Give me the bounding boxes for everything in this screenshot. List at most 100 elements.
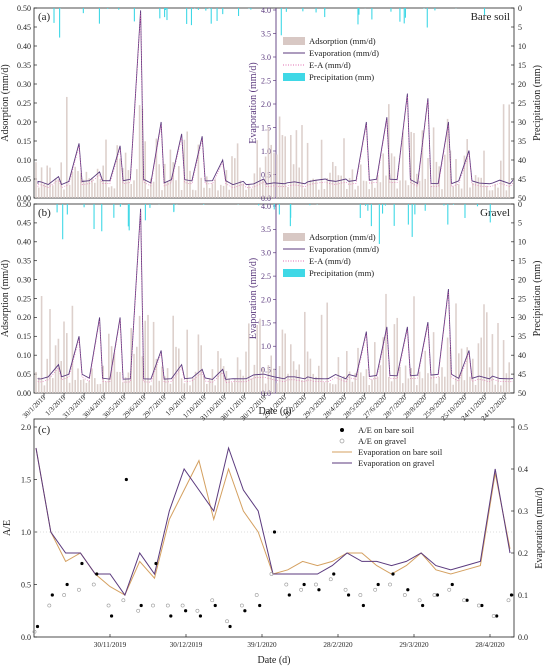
y-tick-label: 0.10 [17,156,31,165]
ae-bare-soil-point [184,609,188,613]
y3-tick-label: 30 [518,118,526,127]
y3-tick-label: 25 [518,99,526,108]
ae-gravel-point [210,598,215,603]
y3-tick-label: 25 [518,294,526,303]
y-tick-label: 0.40 [17,42,31,51]
evaporation-line [37,208,514,380]
y-tick-label: 0.05 [17,175,31,184]
ae-gravel-point [106,603,111,608]
y-tick-label: 0.20 [17,313,31,322]
y3-tick-label: 45 [518,175,526,184]
y3-tick-label: 10 [518,238,526,247]
y-tick-label: 0.45 [17,23,31,32]
ae-bare-soil-point [302,582,306,587]
ae-gravel-point [47,603,52,608]
legend-swatch-ae-gravel [339,438,345,444]
legend-entry: Evaporation (mm/d) [309,48,379,58]
y-tick-label: 0.5 [21,580,31,589]
ae-gravel-point [32,629,37,634]
panel-label: (c) [38,424,51,436]
y-tick-label: 0.25 [17,99,31,108]
ae-bare-soil-point [258,603,262,608]
legend-swatch-precipitation [283,269,305,277]
ae-gravel-point [151,603,155,608]
legend-entry: A/E on gravel [358,436,407,446]
ae-bare-soil-point [124,477,128,482]
y-tick-label: 0.30 [17,275,31,284]
ae-gravel-point [314,582,318,587]
ae-bare-soil-point [509,593,514,597]
y-tick-label: 0.40 [17,238,31,247]
evaporation-line [37,10,514,186]
ae-gravel-point [299,587,304,592]
y2-tick-label: 4.0 [261,6,271,15]
x-tick-label: 28/4/2020 [475,641,505,649]
panel-title: Gravel [480,207,510,219]
y3-tick-label: 50 [518,389,526,398]
y-axis-label: A/E [2,520,13,536]
panel-label: (a) [38,11,51,23]
ae-bare-soil-point [35,624,40,629]
ae-gravel-point [402,593,407,597]
ae-gravel-point [225,619,229,624]
ae-bare-soil-point [228,624,232,629]
legend-entry: Evaporation on bare soil [358,447,443,457]
y-tick-label: 0.0 [21,633,31,642]
ae-bare-soil-point [109,614,114,618]
x-tick-label: 30/12/2019 [170,641,203,649]
ae-gravel-point [77,587,81,592]
legend-entry: E-A (mm/d) [309,60,351,70]
ae-bare-soil-point [154,561,158,566]
y3-tick-label: 50 [518,194,526,203]
ae-bare-soil-point [332,572,336,576]
y2-tick-label: 0.4 [518,465,528,474]
y-tick-label: 0.35 [17,61,31,70]
y-axis-label: Adsorption (mm/d) [0,260,11,338]
ae-bare-soil-point [376,582,380,587]
y2-tick-label: 0.2 [518,549,528,558]
y-tick-label: 1.5 [21,475,31,484]
panel-b: 0.000.050.100.150.200.250.300.350.400.45… [0,200,543,398]
ae-gravel-point [373,587,378,592]
ae-bare-soil-point [435,593,440,597]
ae-gravel-point [165,603,170,608]
ae-gravel-point [180,603,185,608]
legend-entry: Precipitation (mm) [309,268,374,278]
y2-tick-label: 0.0 [261,194,271,203]
y-tick-label: 0.50 [17,4,31,13]
ae-gravel-point [343,587,348,592]
x-axis-label-c: Date (d) [257,655,290,666]
ae-bare-soil-point [198,614,203,618]
y3-tick-label: 45 [518,370,526,379]
legend-swatch-adsorption [283,37,305,45]
x-tick-label: 28/2/2020 [323,641,353,649]
x-tick-label: 39/1/2020 [247,641,277,649]
ae-gravel-point [476,603,481,608]
y2-tick-label: 1.0 [261,342,271,351]
y-tick-label: 0.00 [17,194,31,203]
ae-gravel-point [195,608,200,613]
panel-a: 0.000.050.100.150.200.250.300.350.400.45… [0,4,543,203]
y3-tick-label: 40 [518,351,526,360]
y3-tick-label: 10 [518,42,526,51]
legend-swatch-adsorption [283,233,305,241]
ae-gravel-point [136,608,141,613]
y3-axis-label: Precipitation (mm) [532,65,543,141]
y2-tick-label: 1.0 [261,147,271,156]
ae-bare-soil-point [450,582,454,587]
y3-tick-label: 5 [518,219,522,228]
ae-gravel-point [506,598,511,603]
y2-tick-label: 1.5 [261,319,271,328]
legend-entry: E-A (mm/d) [309,256,351,266]
y3-tick-label: 40 [518,156,526,165]
y2-axis-label: Evaporation (mm/d) [534,487,545,568]
ae-bare-soil-point [480,603,484,608]
legend-entry: Evaporation (mm/d) [309,244,379,254]
y-tick-label: 0.35 [17,257,31,266]
ae-gravel-point [91,582,96,587]
y2-tick-label: 0.5 [518,423,528,432]
ae-bare-soil-point [169,614,173,618]
legend-entry: Adsorption (mm/d) [309,36,376,46]
y3-axis-label: Precipitation (mm) [532,261,543,337]
ae-bare-soil-point [465,598,469,602]
